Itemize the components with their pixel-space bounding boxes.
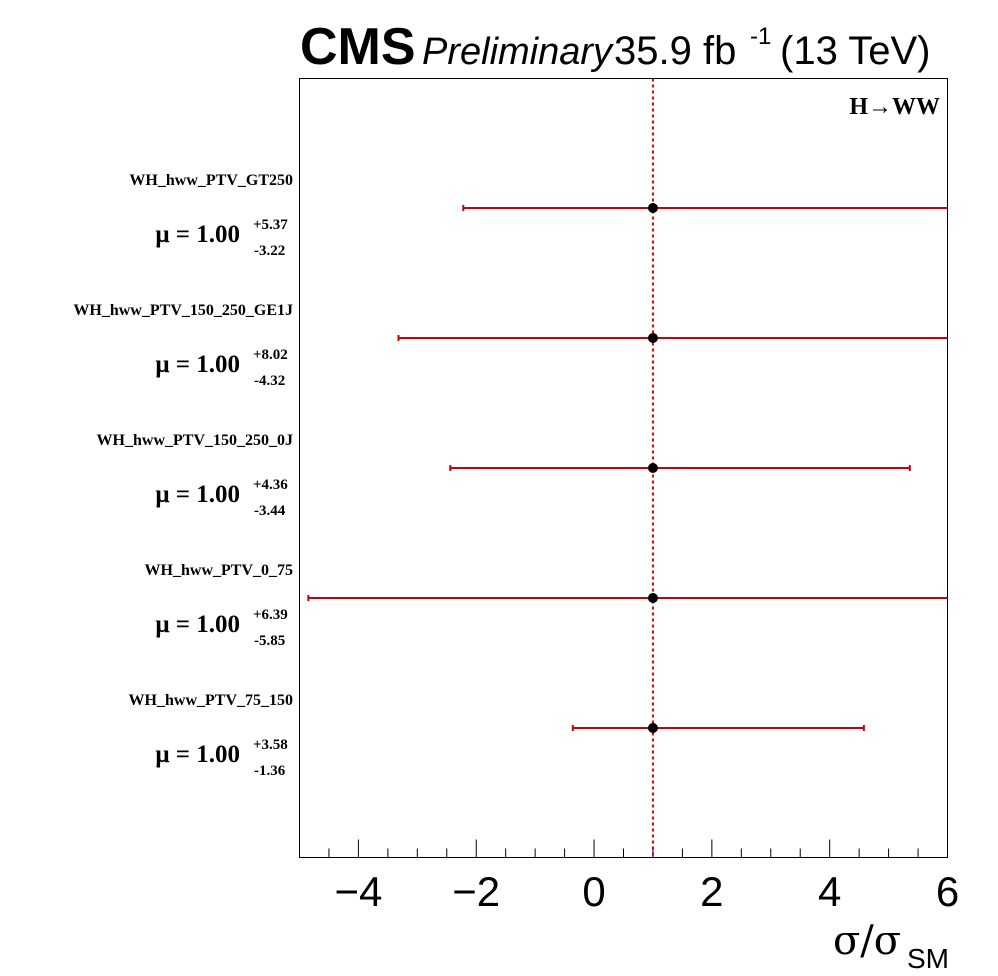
- x-tick-label: 2: [700, 868, 723, 915]
- energy-label: (13 TeV): [780, 29, 930, 73]
- uncertainty-up: +4.36: [253, 477, 288, 493]
- uncertainty-up: +5.37: [253, 217, 288, 233]
- category-labels: WH_hww_PTV_GT250 μ = 1.00 +5.37 -3.22 WH_hww…: [73, 172, 293, 779]
- channel-annotation: H→WW: [849, 94, 940, 120]
- data-points: [307, 203, 948, 733]
- category-name: WH_hww_PTV_150_250_GE1J: [73, 302, 293, 319]
- lumi-exponent: -1: [750, 23, 771, 50]
- lumi-label: 35.9 fb: [614, 29, 736, 73]
- mu-value: μ = 1.00: [155, 741, 240, 768]
- category-name: WH_hww_PTV_0_75: [145, 562, 293, 579]
- uncertainty-up: +8.02: [253, 347, 288, 363]
- uncertainty-up: +6.39: [253, 607, 288, 623]
- experiment-label: CMS: [300, 18, 416, 76]
- uncertainty-down: -4.32: [254, 373, 285, 389]
- central-value-point: [647, 723, 658, 733]
- central-value-point: [647, 203, 658, 213]
- category-name: WH_hww_PTV_150_250_0J: [97, 432, 293, 449]
- mu-value: μ = 1.00: [155, 481, 240, 508]
- mu-value: μ = 1.00: [155, 611, 240, 638]
- mu-value: μ = 1.00: [155, 221, 240, 248]
- central-value-point: [647, 463, 658, 473]
- uncertainty-down: -3.22: [254, 243, 285, 259]
- x-axis: [299, 839, 948, 858]
- x-tick-label: 4: [818, 868, 841, 915]
- x-tick-label: 0: [582, 868, 605, 915]
- uncertainty-up: +3.58: [253, 737, 288, 753]
- x-tick-label: −4: [334, 868, 382, 915]
- x-tick-labels: −4 −2 0 2 4 6: [334, 868, 959, 915]
- x-tick-label: 6: [936, 868, 959, 915]
- category-name: WH_hww_PTV_75_150: [129, 692, 293, 709]
- uncertainty-down: -3.44: [254, 503, 286, 519]
- mu-value: μ = 1.00: [155, 351, 240, 378]
- uncertainty-down: -1.36: [254, 763, 286, 779]
- uncertainty-down: -5.85: [254, 633, 285, 649]
- x-axis-title: σ/σ: [833, 918, 901, 964]
- x-axis-title-subscript: SM: [907, 943, 949, 974]
- category-name: WH_hww_PTV_GT250: [129, 172, 293, 189]
- x-tick-label: −2: [452, 868, 500, 915]
- central-value-point: [647, 593, 658, 603]
- central-value-point: [647, 333, 658, 343]
- status-label: Preliminary: [422, 31, 614, 73]
